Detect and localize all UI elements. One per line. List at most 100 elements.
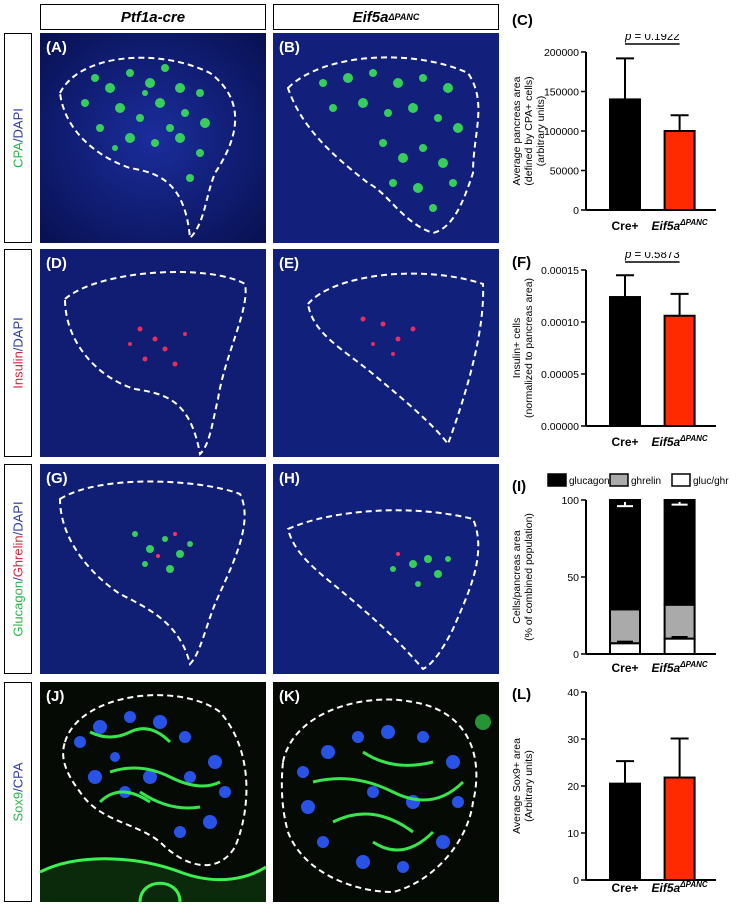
x-category-text: Eif5a xyxy=(652,881,681,895)
y-axis-label: Average pancreas area xyxy=(511,76,523,185)
chart-f-insulin-cells: 0.00000 0.00005 0.00010 0.00015 Insulin+ cel… xyxy=(511,252,716,449)
x-category-superscript: ΔPANC xyxy=(679,434,708,443)
panel-label-h: (H) xyxy=(279,470,300,487)
x-category-label: Eif5aΔPANC xyxy=(652,434,708,449)
legend-label: ghrelin xyxy=(631,476,661,487)
panel-label-j: (J) xyxy=(46,688,65,705)
y-axis-label: Average Sox9+ area xyxy=(511,738,523,834)
bar xyxy=(663,776,696,881)
column-header-label: Ptf1a-cre xyxy=(120,8,186,26)
y-axis-label: (normalized to pancreas area) xyxy=(523,278,535,418)
row-label-text: Sox9/CPA xyxy=(11,762,26,821)
micrograph-panel-a: (A) xyxy=(40,33,266,243)
bar xyxy=(663,314,696,427)
stacked-bar-segment xyxy=(663,637,696,656)
legend-swatch xyxy=(547,473,567,487)
y-tick-label: 200000 xyxy=(544,47,579,59)
p-value: = 0.1922 xyxy=(631,34,679,43)
y-axis-label: Insulin+ cells xyxy=(511,318,523,378)
row-label-part: Ghrelin xyxy=(10,535,26,578)
column-header-superscript: ΔPANC xyxy=(388,12,420,22)
y-axis-label: (Arbitrary units) xyxy=(523,750,535,822)
y-tick-label: 0.00010 xyxy=(541,317,579,329)
micrograph-panel-b: (B) xyxy=(273,33,499,243)
p-value-label: p = 0.5873 xyxy=(624,252,680,261)
y-tick-label: 0.00005 xyxy=(541,369,579,381)
panel-label-i: (I) xyxy=(512,478,527,495)
y-tick-label: 0 xyxy=(573,875,579,887)
x-category-text: Cre+ xyxy=(611,661,638,675)
y-axis-label: (defined by CPA+ cells) xyxy=(523,76,535,185)
y-tick-label: 30 xyxy=(567,734,579,746)
x-category-label: Eif5aΔPANC xyxy=(652,218,708,233)
row-label-part: /DAPI xyxy=(10,108,26,143)
x-category-superscript: ΔPANC xyxy=(679,880,708,889)
y-axis-label: (% of combined population) xyxy=(523,513,535,641)
y-tick-label: 150000 xyxy=(544,87,579,99)
p-value-label: p = 0.1922 xyxy=(624,34,680,43)
panel-label-c: (C) xyxy=(512,12,533,29)
y-tick-label: 50000 xyxy=(550,166,579,178)
x-category-superscript: ΔPANC xyxy=(679,660,708,669)
bar xyxy=(609,296,641,428)
row-label-part: Insulin xyxy=(10,351,26,389)
bar xyxy=(609,782,641,881)
row-label-insulin-dapi: Insulin/DAPI xyxy=(4,249,32,457)
p-symbol: p xyxy=(624,34,632,43)
panel-label-a: (A) xyxy=(46,39,67,56)
y-tick-label: 50 xyxy=(567,572,579,584)
x-category-label: Cre+ xyxy=(611,219,638,233)
row-label-part: /DAPI xyxy=(10,317,26,352)
column-header-eif5a: Eif5a ΔPANC xyxy=(273,4,499,30)
panel-label-l: (L) xyxy=(512,686,532,703)
micrograph-panel-h: (H) xyxy=(273,464,499,674)
y-tick-label: 20 xyxy=(567,781,579,793)
stacked-bar-segment xyxy=(663,603,696,640)
row-label-text: Insulin/DAPI xyxy=(11,317,26,389)
p-symbol: p xyxy=(624,252,632,261)
row-label-cpa-dapi: CPA/DAPI xyxy=(4,33,32,243)
panel-label-f: (F) xyxy=(512,254,532,271)
stacked-bar-segment xyxy=(663,499,696,606)
panel-label-d: (D) xyxy=(46,255,67,272)
x-category-text: Cre+ xyxy=(611,881,638,895)
x-category-label: Eif5aΔPANC xyxy=(652,880,708,895)
x-category-text: Eif5a xyxy=(652,219,681,233)
chart-i-cell-populations: 0 50 100 Cells/pancreas area (% of combined … xyxy=(511,473,729,675)
row-label-text: Glucagon/Ghrelin/DAPI xyxy=(11,501,26,636)
micrograph-panel-d: (D) xyxy=(40,249,266,457)
y-tick-label: 10 xyxy=(567,828,579,840)
y-tick-label: 40 xyxy=(567,687,579,699)
y-tick-label: 0 xyxy=(573,205,579,217)
stacked-bar-segment xyxy=(609,642,641,656)
micrograph-panel-j: (J) xyxy=(40,682,266,902)
column-header-ptf1a-cre: Ptf1a-cre xyxy=(40,4,266,30)
bar xyxy=(663,130,696,211)
y-tick-label: 0.00015 xyxy=(541,265,579,277)
row-label-sox9-cpa: Sox9/CPA xyxy=(4,682,32,902)
micrograph-panel-e: (E) xyxy=(273,249,499,457)
x-category-label: Cre+ xyxy=(611,435,638,449)
legend-label: gluc/ghr xyxy=(693,476,729,487)
x-category-label: Eif5aΔPANC xyxy=(652,660,708,675)
y-tick-label: 100000 xyxy=(544,126,579,138)
chart-l-sox9-area: 0 10 20 30 40 Average Sox9+ area (Arbitrary un… xyxy=(511,687,716,895)
y-tick-label: 0.00000 xyxy=(541,421,579,433)
x-category-superscript: ΔPANC xyxy=(679,218,708,227)
x-category-text: Eif5a xyxy=(652,435,681,449)
p-value: = 0.5873 xyxy=(631,252,679,261)
panel-label-k: (K) xyxy=(279,688,300,705)
x-category-text: Cre+ xyxy=(611,435,638,449)
y-tick-label: 100 xyxy=(561,495,579,507)
stacked-bar-segment xyxy=(609,608,641,645)
row-label-part: CPA xyxy=(10,142,26,168)
row-label-glucagon-ghrelin-dapi: Glucagon/Ghrelin/DAPI xyxy=(4,464,32,674)
y-tick-label: 0 xyxy=(573,649,579,661)
y-axis-label: (arbitrary units) xyxy=(535,96,547,167)
row-label-part: / xyxy=(10,577,26,581)
row-label-part: Glucagon xyxy=(10,580,26,637)
panel-label-g: (G) xyxy=(46,470,68,487)
x-category-text: Eif5a xyxy=(652,661,681,675)
legend-swatch xyxy=(671,473,691,487)
x-category-text: Cre+ xyxy=(611,219,638,233)
